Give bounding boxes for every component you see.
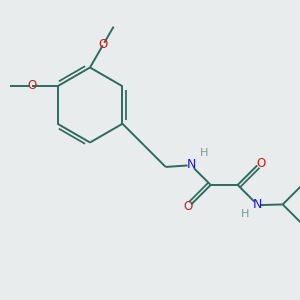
Text: H: H	[200, 148, 208, 158]
Text: O: O	[28, 79, 37, 92]
Text: O: O	[98, 38, 108, 51]
Text: H: H	[240, 209, 249, 219]
Text: O: O	[183, 200, 192, 213]
Text: O: O	[256, 157, 266, 169]
Text: N: N	[253, 198, 262, 211]
Text: N: N	[187, 158, 196, 171]
